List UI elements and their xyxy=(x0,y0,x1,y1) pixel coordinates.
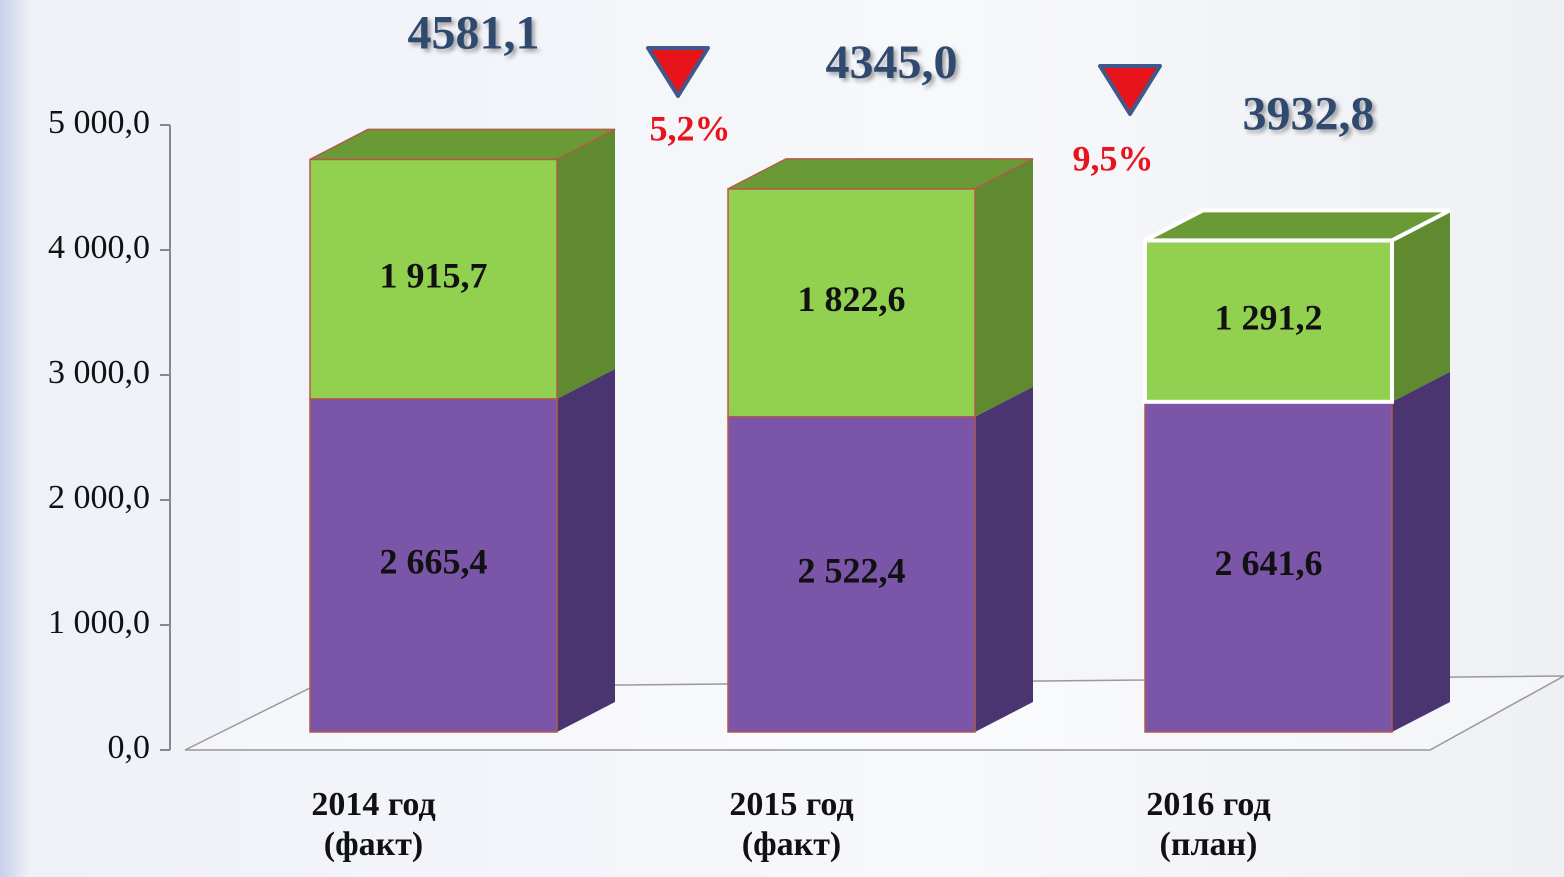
y-tick-label: 3 000,0 xyxy=(48,354,150,391)
y-tick-label: 1 000,0 xyxy=(48,604,150,641)
bar-segment xyxy=(1144,371,1450,733)
change-label: 9,5% xyxy=(1073,138,1154,178)
value-label: 1 291,2 xyxy=(1215,297,1323,337)
bar-front xyxy=(1144,401,1393,733)
bar-side xyxy=(1392,210,1450,402)
bar-top xyxy=(727,158,1034,190)
bar-top xyxy=(309,128,616,161)
bar-segment xyxy=(727,158,1034,418)
bar-side xyxy=(557,368,615,732)
y-tick-label: 5 000,0 xyxy=(48,104,150,141)
bar-segment xyxy=(727,386,1033,733)
y-tick-label: 2 000,0 xyxy=(48,479,150,516)
value-label: 2 641,6 xyxy=(1215,543,1323,583)
bar-front xyxy=(1143,238,1394,404)
bar-top xyxy=(1144,208,1451,243)
change-label: 5,2% xyxy=(650,108,731,148)
value-label: 2 665,4 xyxy=(380,542,488,582)
bar-segment xyxy=(309,128,616,400)
bar-front xyxy=(727,415,976,733)
value-label: 1 822,6 xyxy=(798,279,906,319)
bar-front xyxy=(309,398,558,733)
bar-segment xyxy=(309,368,615,733)
decrease-marker xyxy=(1098,64,1162,116)
bar-side xyxy=(975,386,1033,732)
bar-side xyxy=(1392,371,1450,732)
x-tick-label: 2014 год (факт) xyxy=(311,786,436,863)
bar-side xyxy=(975,158,1033,417)
value-label: 1 915,7 xyxy=(380,255,488,295)
value-label: 2 522,4 xyxy=(798,551,906,591)
bar-side xyxy=(557,129,615,399)
decrease-marker xyxy=(646,46,710,98)
x-tick-label: 2016 год (план) xyxy=(1146,786,1271,863)
total-label: 4581,1 xyxy=(408,6,540,59)
bar-front xyxy=(309,158,558,400)
total-label: 4345,0 xyxy=(826,36,958,89)
total-label: 3932,8 xyxy=(1243,87,1375,140)
bar-front xyxy=(727,188,976,418)
y-tick-label: 4 000,0 xyxy=(48,229,150,266)
x-tick-label: 2015 год (факт) xyxy=(729,786,854,863)
y-tick-label: 0,0 xyxy=(108,729,151,766)
bar-segment xyxy=(1143,208,1451,404)
